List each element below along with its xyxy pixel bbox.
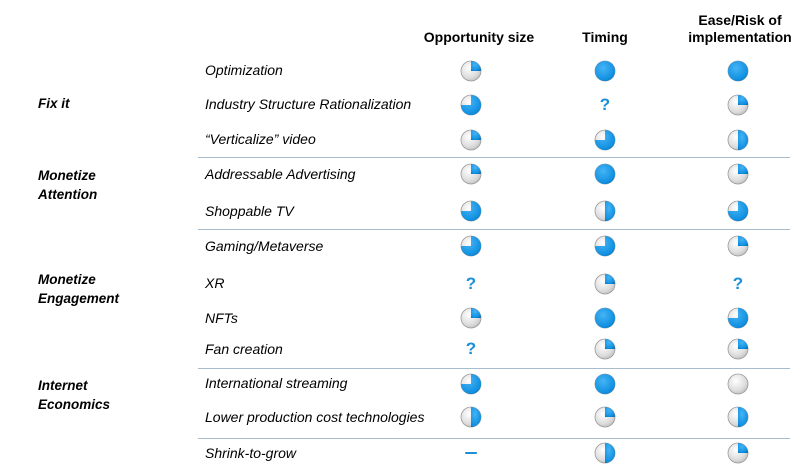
- harvey-ball-ease: [726, 128, 750, 152]
- row-label-lower-production-cost: Lower production cost technologies: [205, 409, 425, 425]
- harvey-ball-timing: [593, 337, 617, 361]
- unknown-rating-timing: ?: [593, 93, 617, 117]
- row-label-optimization: Optimization: [205, 62, 283, 78]
- group-monetize-engagement: Monetize Engagement: [38, 270, 119, 308]
- unknown-rating-opportunity: ?: [459, 337, 483, 361]
- harvey-ball-ease: [726, 306, 750, 330]
- harvey-ball-timing: [593, 162, 617, 186]
- harvey-ball-opportunity: [459, 93, 483, 117]
- row-label-nfts: NFTs: [205, 310, 238, 326]
- harvey-ball-timing: [593, 372, 617, 396]
- group-monetize-engagement-line-1: Monetize: [38, 272, 96, 287]
- row-label-addressable-advertising: Addressable Advertising: [205, 166, 356, 182]
- group-divider: [198, 368, 790, 369]
- header-ease-line-2: implementation: [688, 29, 792, 45]
- harvey-ball-timing: [593, 234, 617, 258]
- harvey-ball-timing: [593, 405, 617, 429]
- header-opportunity-size: Opportunity size: [414, 29, 544, 46]
- row-label-industry-structure: Industry Structure Rationalization: [205, 96, 412, 112]
- group-divider: [198, 438, 790, 439]
- harvey-ball-ease: [726, 234, 750, 258]
- harvey-ball-ease: [726, 441, 750, 465]
- harvey-ball-opportunity: [459, 234, 483, 258]
- harvey-ball-ease: [726, 199, 750, 223]
- harvey-ball-timing: [593, 59, 617, 83]
- harvey-ball-timing: [593, 441, 617, 465]
- harvey-ball-timing: [593, 128, 617, 152]
- header-opportunity-line-1: Opportunity size: [423, 29, 535, 45]
- group-monetize-engagement-line-2: Engagement: [38, 291, 120, 306]
- group-divider: [198, 157, 790, 158]
- header-ease-line-1: Ease/Risk of: [698, 12, 782, 28]
- row-label-shrink-to-grow: Shrink-to-grow: [205, 445, 297, 461]
- harvey-ball-ease: [726, 59, 750, 83]
- row-label-shoppable-tv: Shoppable TV: [205, 203, 294, 219]
- row-label-fan-creation: Fan creation: [205, 341, 283, 357]
- question-mark-icon: ?: [732, 274, 744, 293]
- unknown-rating-ease: ?: [726, 272, 750, 296]
- harvey-ball-timing: [593, 272, 617, 296]
- harvey-ball-ease: [726, 93, 750, 117]
- not-applicable-opportunity: [459, 441, 483, 465]
- row-label-xr: XR: [205, 275, 225, 291]
- harvey-ball-opportunity: [459, 405, 483, 429]
- group-fix-it: Fix it: [38, 94, 70, 113]
- group-fix-it-line-1: Fix it: [38, 96, 70, 111]
- group-monetize-attention: Monetize Attention: [38, 166, 97, 204]
- row-label-verticalize-video: “Verticalize” video: [205, 131, 316, 147]
- question-mark-icon: ?: [465, 274, 477, 293]
- dash-icon: [465, 451, 477, 455]
- harvey-ball-ease: [726, 405, 750, 429]
- harvey-ball-opportunity: [459, 59, 483, 83]
- question-mark-icon: ?: [465, 339, 477, 358]
- group-monetize-attention-line-2: Attention: [38, 187, 98, 202]
- harvey-ball-timing: [593, 199, 617, 223]
- group-internet-economics-line-1: Internet: [38, 378, 88, 393]
- question-mark-icon: ?: [599, 95, 611, 114]
- harvey-ball-ease: [726, 162, 750, 186]
- harvey-ball-opportunity: [459, 162, 483, 186]
- row-label-international-streaming: International streaming: [205, 375, 348, 391]
- row-label-gaming-metaverse: Gaming/Metaverse: [205, 238, 324, 254]
- header-timing: Timing: [565, 29, 645, 46]
- harvey-ball-opportunity: [459, 372, 483, 396]
- harvey-ball-ease: [726, 372, 750, 396]
- group-divider: [198, 229, 790, 230]
- harvey-ball-ease: [726, 337, 750, 361]
- group-internet-economics-line-2: Economics: [38, 397, 111, 412]
- group-monetize-attention-line-1: Monetize: [38, 168, 96, 183]
- harvey-ball-opportunity: [459, 128, 483, 152]
- unknown-rating-opportunity: ?: [459, 272, 483, 296]
- header-ease-risk: Ease/Risk of implementation: [680, 12, 800, 46]
- header-timing-line-1: Timing: [582, 29, 628, 45]
- group-internet-economics: Internet Economics: [38, 376, 110, 414]
- harvey-ball-opportunity: [459, 306, 483, 330]
- harvey-ball-opportunity: [459, 199, 483, 223]
- harvey-ball-timing: [593, 306, 617, 330]
